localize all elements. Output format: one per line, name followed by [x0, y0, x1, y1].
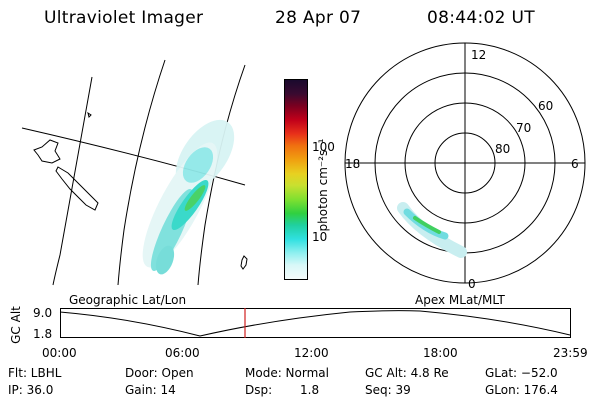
time-tick-1800: 18:00 — [423, 346, 458, 360]
coastline — [33, 139, 61, 164]
time-tick-1200: 12:00 — [294, 346, 329, 360]
ip-info: IP: 36.0 — [8, 383, 54, 397]
glat-info: GLat: −52.0 — [485, 366, 558, 380]
gain-info: Gain: 14 — [125, 383, 176, 397]
glon-info: GLon: 176.4 — [485, 383, 558, 397]
colorbar — [284, 79, 308, 280]
polar-aurora — [397, 202, 467, 258]
altitude-curve — [59, 310, 571, 337]
colorbar-unit-label: photon cm⁻²s⁻¹ — [316, 138, 330, 232]
mlt-label-6: 6 — [571, 157, 579, 171]
map-grid-line — [197, 64, 246, 286]
mlat-label-60: 60 — [538, 99, 553, 113]
map-grid-line — [52, 76, 93, 286]
mlat-label-80: 80 — [495, 142, 510, 156]
geographic-label: Geographic Lat/Lon — [69, 293, 187, 307]
filter-info: Flt: LBHL — [8, 366, 62, 380]
observation-date: 28 Apr 07 — [275, 8, 362, 28]
door-info: Door: Open — [125, 366, 194, 380]
dsp-value: 1.8 — [300, 383, 320, 397]
time-tick-2359: 23:59 — [553, 346, 588, 360]
timeline-frame — [60, 308, 571, 338]
mlt-label-12: 12 — [471, 48, 486, 62]
map-grid-line — [117, 59, 166, 286]
time-tick-0600: 06:00 — [165, 346, 200, 360]
mlat-label-70: 70 — [516, 121, 531, 135]
map-grid-line — [21, 127, 246, 186]
polar-plot: 12 18 6 0 60 70 80 — [344, 42, 586, 291]
timeline-chart — [59, 308, 571, 338]
observation-time: 08:44:02 UT — [427, 8, 535, 28]
colorbar-tick-10: 10 — [312, 230, 328, 244]
coastline — [87, 111, 92, 118]
coastline — [55, 166, 99, 211]
coastline — [240, 255, 248, 270]
aurora-emission — [142, 119, 235, 275]
gc-alt-y-top: 9.0 — [33, 306, 53, 320]
mlt-label-0: 0 — [468, 277, 476, 291]
gc-alt-axis-label: GC Alt — [9, 306, 23, 344]
geographic-map — [21, 59, 248, 286]
dsp-label: Dsp: — [245, 383, 273, 397]
apex-label: Apex MLat/MLT — [415, 293, 505, 307]
time-tick-0000: 00:00 — [42, 346, 77, 360]
colorbar-tick-100: 100 — [312, 140, 335, 154]
seq-info: Seq: 39 — [365, 383, 411, 397]
app-title: Ultraviolet Imager — [44, 8, 204, 28]
mode-info: Mode: Normal — [245, 366, 329, 380]
colorbar-gradient — [285, 80, 307, 279]
mlt-label-18: 18 — [345, 157, 360, 171]
gc-alt-info: GC Alt: 4.8 Re — [365, 366, 449, 380]
gc-alt-y-bottom: 1.8 — [33, 327, 53, 341]
